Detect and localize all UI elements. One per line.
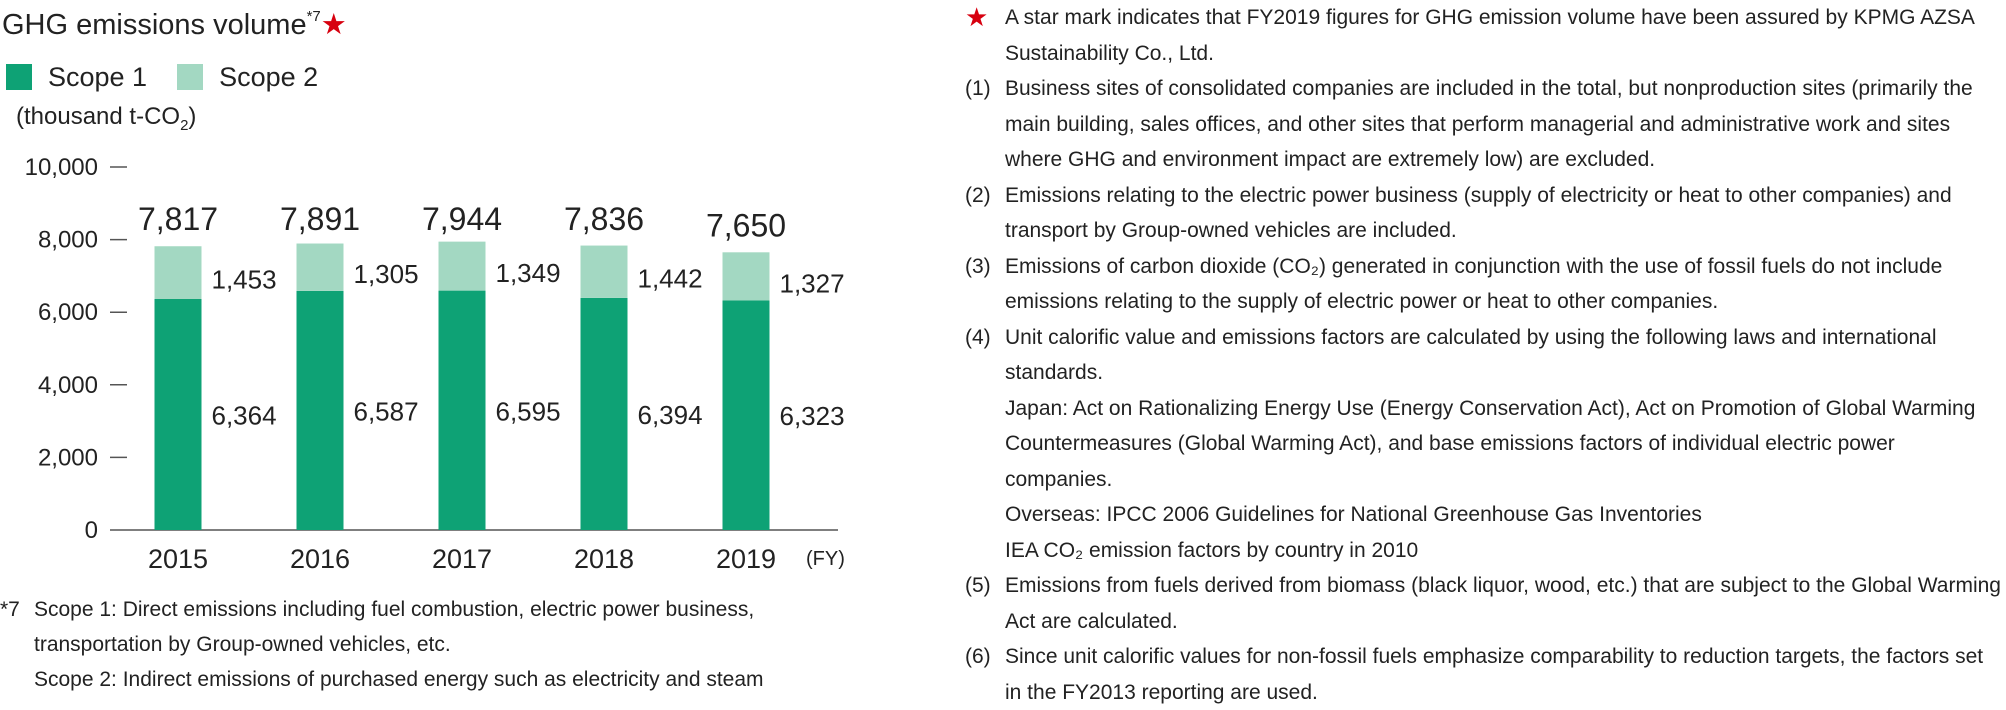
note-mark: (1)	[965, 71, 1005, 178]
note-line: Emissions from fuels derived from biomas…	[1005, 568, 2005, 604]
note-line: Unit calorific value and emissions facto…	[1005, 320, 2005, 356]
data-label-scope2: 1,349	[496, 258, 561, 288]
bar-scope2	[439, 242, 486, 291]
note-mark: (3)	[965, 249, 1005, 320]
footnote-row: Scope 2: Indirect emissions of purchased…	[0, 662, 764, 697]
footnote-mark: *7	[0, 592, 34, 627]
note-mark: (2)	[965, 178, 1005, 249]
note-line: Countermeasures (Global Warming Act), an…	[1005, 426, 2005, 462]
bar-scope1	[581, 298, 628, 530]
x-tick-label: 2016	[290, 544, 350, 574]
note-item: (4)Unit calorific value and emissions fa…	[965, 320, 2005, 569]
note-line: IEA CO₂ emission factors by country in 2…	[1005, 533, 2005, 569]
bar-chart: 02,0004,0006,0008,00010,0006,3641,4537,8…	[0, 0, 850, 580]
data-label-scope2: 1,327	[780, 268, 845, 298]
notes-list: ★A star mark indicates that FY2019 figur…	[965, 0, 2005, 710]
note-line: Business sites of consolidated companies…	[1005, 71, 2005, 107]
data-label-scope2: 1,305	[354, 259, 419, 289]
data-label-total: 7,944	[422, 201, 502, 237]
data-label-scope1: 6,364	[212, 400, 277, 430]
note-line: emissions relating to the supply of elec…	[1005, 284, 2005, 320]
bar-scope1	[155, 299, 202, 530]
y-tick-label: 8,000	[38, 227, 98, 254]
data-label-scope2: 1,442	[638, 264, 703, 294]
y-tick-label: 0	[85, 517, 98, 544]
note-item: (3)Emissions of carbon dioxide (CO₂) gen…	[965, 249, 2005, 320]
x-unit-label: (FY)	[806, 548, 845, 570]
note-mark: (4)	[965, 320, 1005, 569]
bar-scope2	[155, 246, 202, 299]
note-item: (2)Emissions relating to the electric po…	[965, 178, 2005, 249]
footnote-line: Scope 1: Direct emissions including fuel…	[34, 592, 754, 627]
data-label-scope1: 6,394	[638, 400, 703, 430]
bar-scope1	[297, 291, 344, 530]
note-line: Sustainability Co., Ltd.	[1005, 36, 2005, 72]
x-tick-label: 2017	[432, 544, 492, 574]
note-mark: (6)	[965, 639, 1005, 710]
footnote-row: *7 Scope 1: Direct emissions including f…	[0, 592, 764, 627]
footnote-row: transportation by Group-owned vehicles, …	[0, 627, 764, 662]
footnote-line: Scope 2: Indirect emissions of purchased…	[34, 662, 764, 697]
bar-scope2	[297, 244, 344, 291]
x-tick-label: 2015	[148, 544, 208, 574]
data-label-scope1: 6,587	[354, 396, 419, 426]
note-line: Overseas: IPCC 2006 Guidelines for Natio…	[1005, 497, 2005, 533]
note-line: where GHG and environment impact are ext…	[1005, 142, 2005, 178]
note-line: Act are calculated.	[1005, 604, 2005, 640]
bar-scope1	[439, 291, 486, 530]
bar-scope2	[723, 252, 770, 300]
data-label-total: 7,891	[280, 201, 360, 237]
y-tick-label: 10,000	[25, 154, 98, 181]
data-label-total: 7,650	[706, 207, 786, 243]
data-label-total: 7,817	[138, 201, 218, 237]
note-item: (6)Since unit calorific values for non-f…	[965, 639, 2005, 710]
y-tick-label: 4,000	[38, 372, 98, 399]
note-line: main building, sales offices, and other …	[1005, 107, 2005, 143]
data-label-total: 7,836	[564, 201, 644, 237]
note-item: (1)Business sites of consolidated compan…	[965, 71, 2005, 178]
y-tick-label: 6,000	[38, 299, 98, 326]
footnote-line: transportation by Group-owned vehicles, …	[34, 627, 451, 662]
data-label-scope1: 6,323	[780, 401, 845, 431]
note-line: in the FY2013 reporting are used.	[1005, 675, 2005, 710]
footnote-7: *7 Scope 1: Direct emissions including f…	[0, 592, 764, 697]
x-tick-label: 2019	[716, 544, 776, 574]
y-tick-label: 2,000	[38, 444, 98, 471]
data-label-scope1: 6,595	[496, 396, 561, 426]
note-star-icon: ★	[965, 0, 1005, 71]
note-item: (5)Emissions from fuels derived from bio…	[965, 568, 2005, 639]
note-line: standards.	[1005, 355, 2005, 391]
note-line: Emissions relating to the electric power…	[1005, 178, 2005, 214]
data-label-scope2: 1,453	[212, 265, 277, 295]
note-line: Emissions of carbon dioxide (CO₂) genera…	[1005, 249, 2005, 285]
note-line: companies.	[1005, 462, 2005, 498]
bar-scope2	[581, 246, 628, 298]
note-item: ★A star mark indicates that FY2019 figur…	[965, 0, 2005, 71]
note-mark: (5)	[965, 568, 1005, 639]
note-line: Since unit calorific values for non-foss…	[1005, 639, 2005, 675]
note-line: Japan: Act on Rationalizing Energy Use (…	[1005, 391, 2005, 427]
bar-scope1	[723, 300, 770, 530]
note-line: A star mark indicates that FY2019 figure…	[1005, 0, 2005, 36]
note-line: transport by Group-owned vehicles are in…	[1005, 213, 2005, 249]
x-tick-label: 2018	[574, 544, 634, 574]
